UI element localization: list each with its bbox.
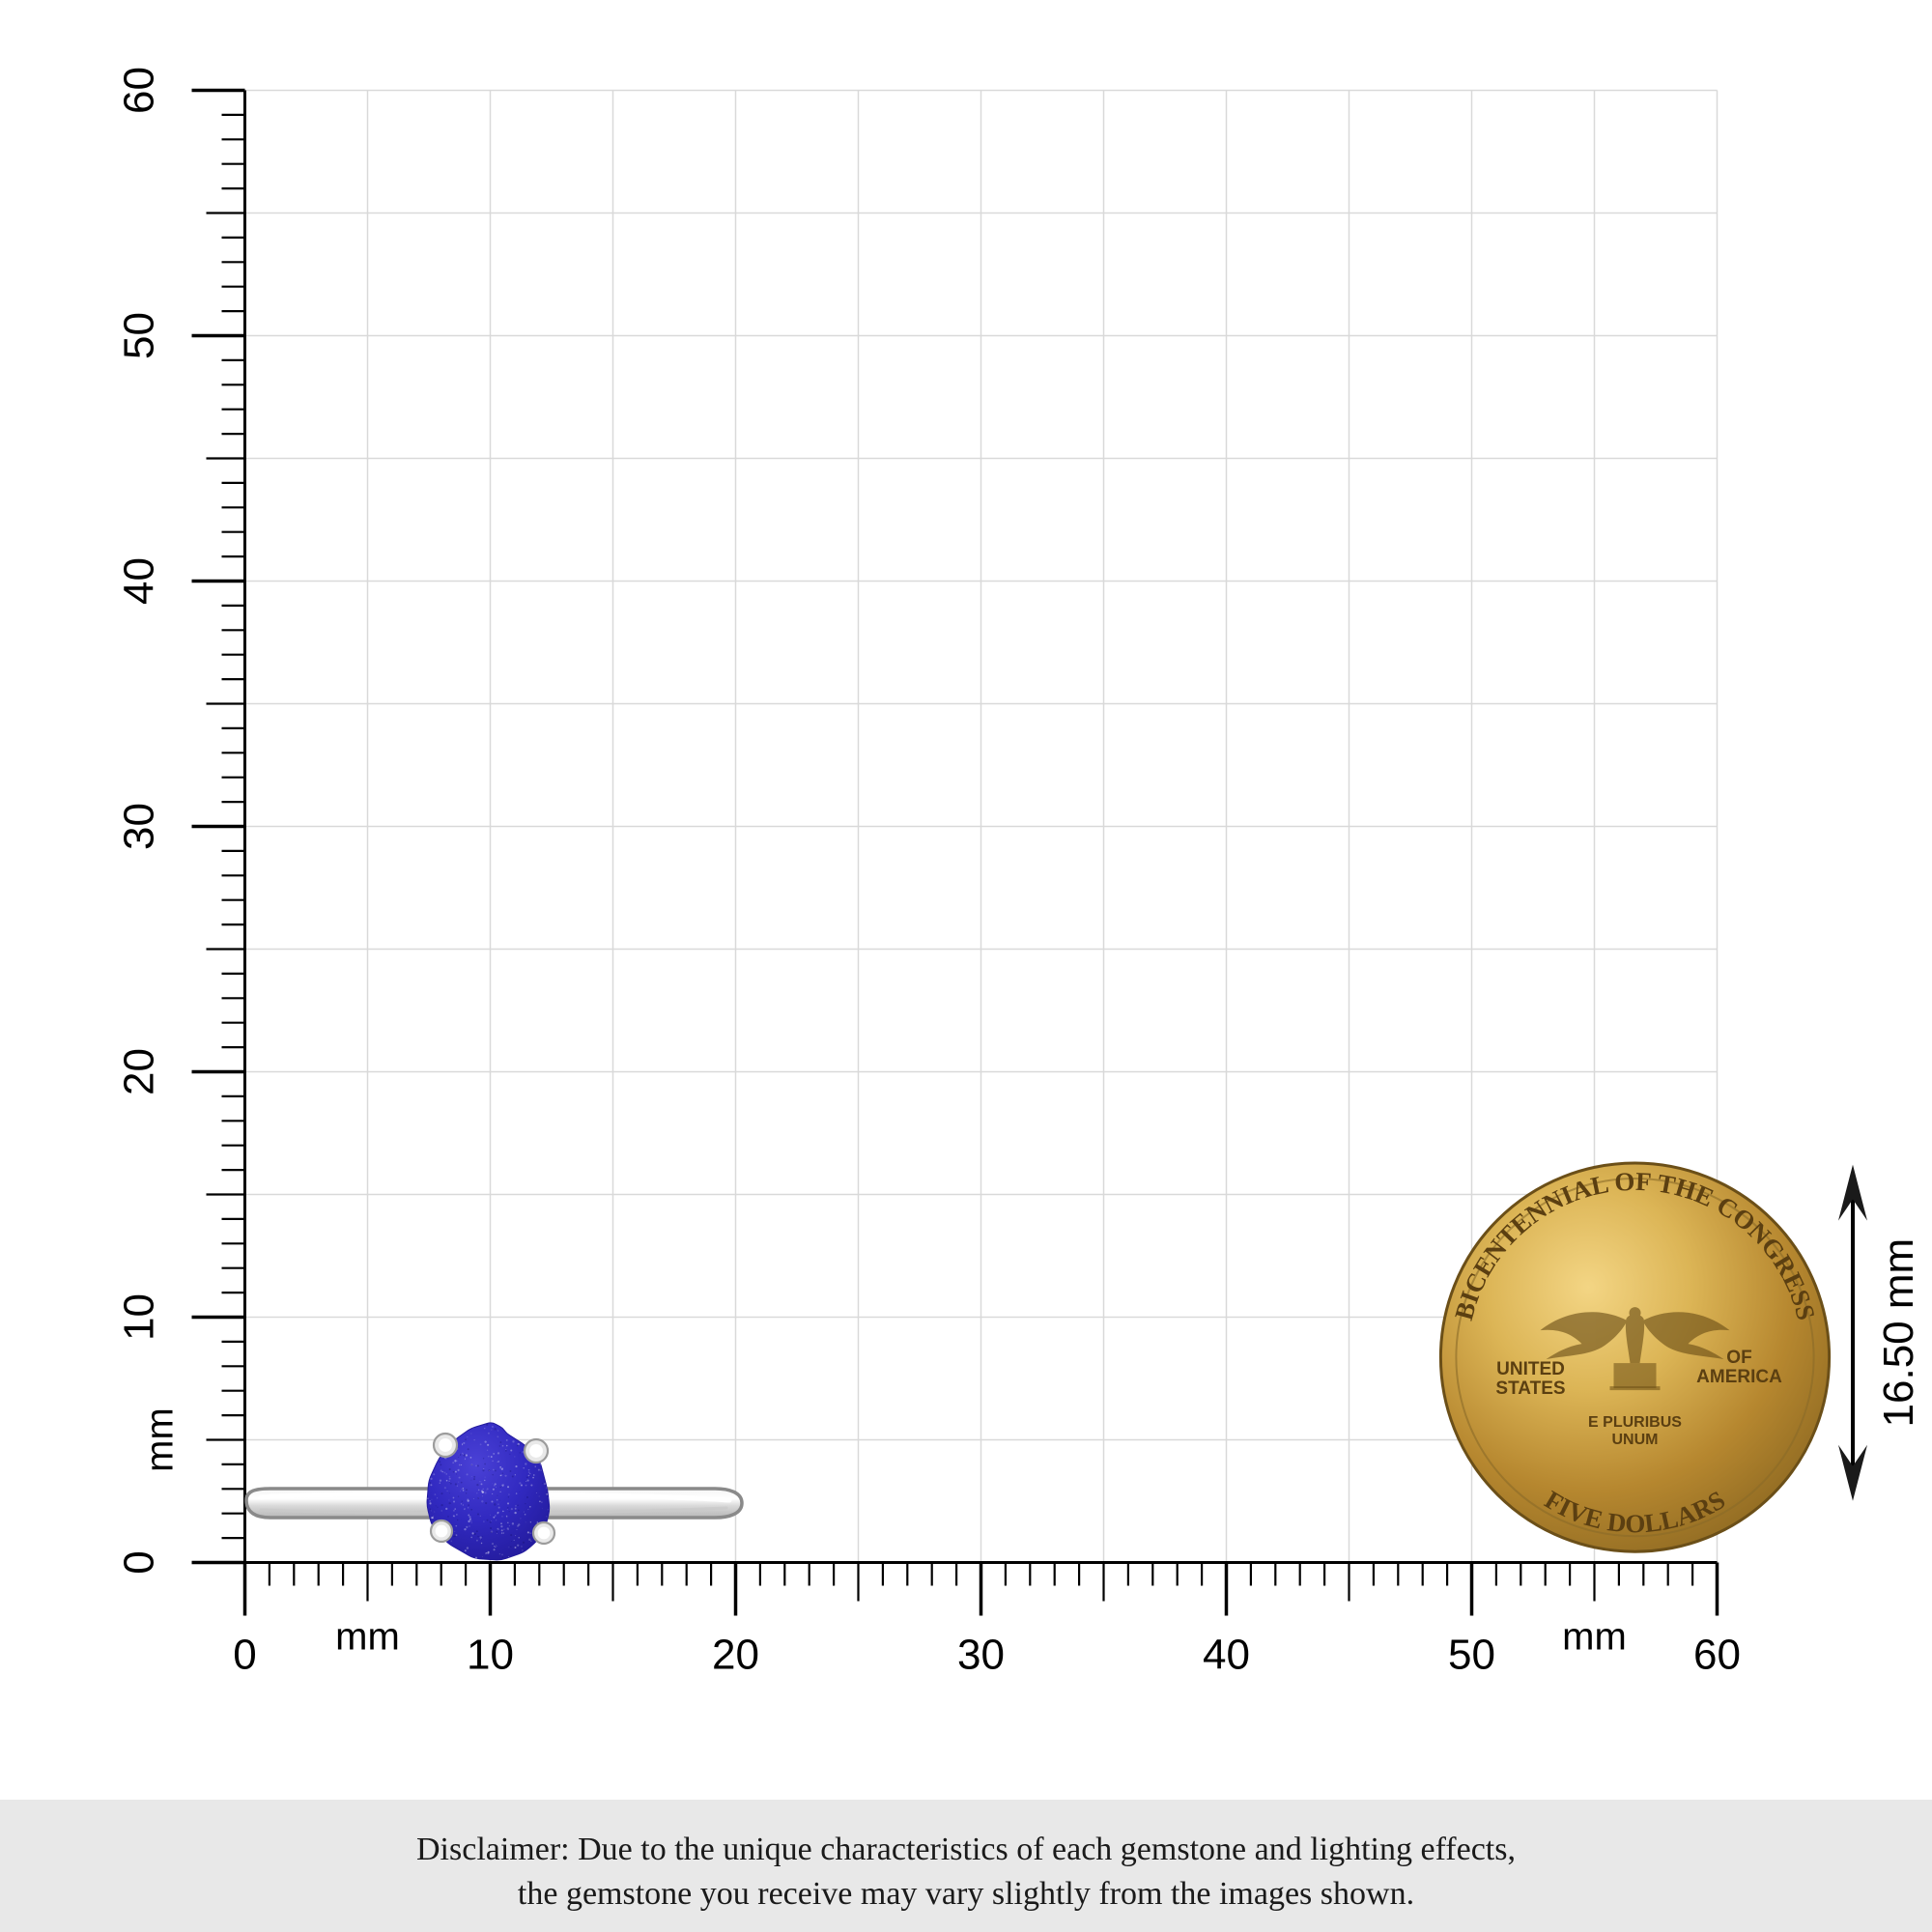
svg-text:50: 50 [116, 312, 163, 359]
svg-text:16.50 mm: 16.50 mm [1875, 1238, 1922, 1428]
svg-text:10: 10 [116, 1293, 163, 1341]
svg-text:50: 50 [1448, 1632, 1495, 1679]
svg-text:60: 60 [116, 67, 163, 114]
svg-text:10: 10 [467, 1632, 514, 1679]
svg-text:20: 20 [712, 1632, 759, 1679]
svg-text:30: 30 [116, 803, 163, 850]
svg-text:mm: mm [139, 1407, 182, 1472]
svg-text:0: 0 [116, 1550, 163, 1574]
svg-text:40: 40 [1203, 1632, 1250, 1679]
svg-text:30: 30 [957, 1632, 1005, 1679]
svg-text:20: 20 [116, 1048, 163, 1095]
svg-text:0: 0 [233, 1632, 256, 1679]
svg-text:60: 60 [1693, 1632, 1741, 1679]
svg-text:mm: mm [1562, 1616, 1627, 1659]
svg-text:40: 40 [116, 557, 163, 605]
svg-text:mm: mm [335, 1616, 400, 1659]
